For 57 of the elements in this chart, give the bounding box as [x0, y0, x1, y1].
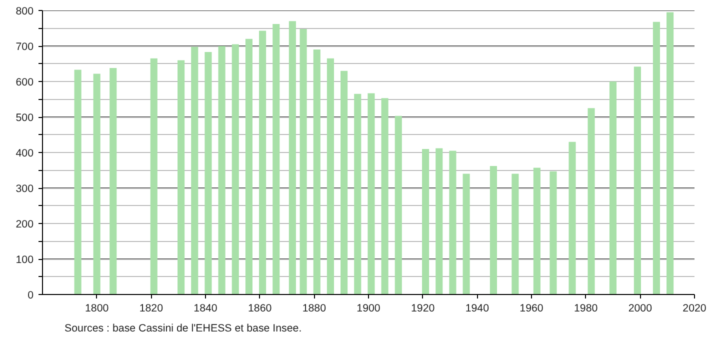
- bar: [381, 98, 388, 294]
- y-tick-label: 800: [16, 6, 34, 18]
- x-tick-label: 1880: [302, 302, 326, 314]
- bar: [462, 174, 470, 294]
- y-tick-label: 700: [16, 41, 34, 53]
- bar: [449, 150, 456, 294]
- bar: [178, 60, 185, 294]
- bar: [490, 166, 497, 294]
- bar: [609, 82, 617, 294]
- bar: [232, 44, 239, 294]
- bar: [259, 30, 266, 294]
- bar: [93, 74, 100, 294]
- bar: [422, 148, 430, 294]
- bar: [340, 70, 348, 294]
- x-tick-label: 1920: [410, 302, 435, 314]
- bar: [436, 148, 443, 294]
- x-tick-label: 2000: [628, 302, 652, 314]
- x-tick-label: 1960: [520, 302, 544, 314]
- bar: [533, 168, 540, 294]
- bar: [288, 21, 296, 294]
- bar: [313, 50, 320, 294]
- bar: [204, 52, 212, 294]
- x-tick-label: 1900: [356, 302, 380, 314]
- x-tick-label: 1860: [248, 302, 272, 314]
- y-tick-label: 500: [16, 112, 34, 124]
- bar: [354, 94, 362, 294]
- source-note: Sources : base Cassini de l'EHESS et base Insee.: [64, 322, 302, 334]
- bar: [300, 28, 307, 294]
- bar: [550, 171, 557, 294]
- x-tick-label: 1980: [574, 302, 598, 314]
- y-tick-label: 0: [28, 290, 34, 302]
- x-tick-label: 1820: [139, 302, 164, 314]
- bar: [245, 38, 252, 294]
- bar: [666, 12, 674, 294]
- bar: [568, 142, 576, 294]
- bar: [218, 46, 226, 294]
- bar: [652, 22, 660, 294]
- x-tick-label: 1840: [194, 302, 218, 314]
- y-tick-label: 300: [16, 183, 34, 195]
- bar: [368, 93, 375, 294]
- y-tick-label: 200: [16, 218, 34, 230]
- x-tick-label: 1800: [84, 302, 109, 314]
- bar: [272, 24, 280, 294]
- bar: [394, 116, 402, 294]
- bar: [191, 46, 198, 294]
- x-tick-label: 1940: [465, 302, 490, 314]
- bar: [634, 66, 641, 294]
- y-tick-label: 100: [16, 254, 34, 266]
- x-tick-label: 2020: [682, 302, 706, 314]
- bar: [110, 68, 117, 294]
- bar: [588, 108, 595, 294]
- y-tick-label: 600: [16, 76, 34, 88]
- bar: [512, 174, 519, 294]
- bar: [326, 58, 334, 294]
- bar: [150, 58, 158, 294]
- bar: [74, 70, 82, 294]
- y-tick-label: 400: [16, 148, 34, 160]
